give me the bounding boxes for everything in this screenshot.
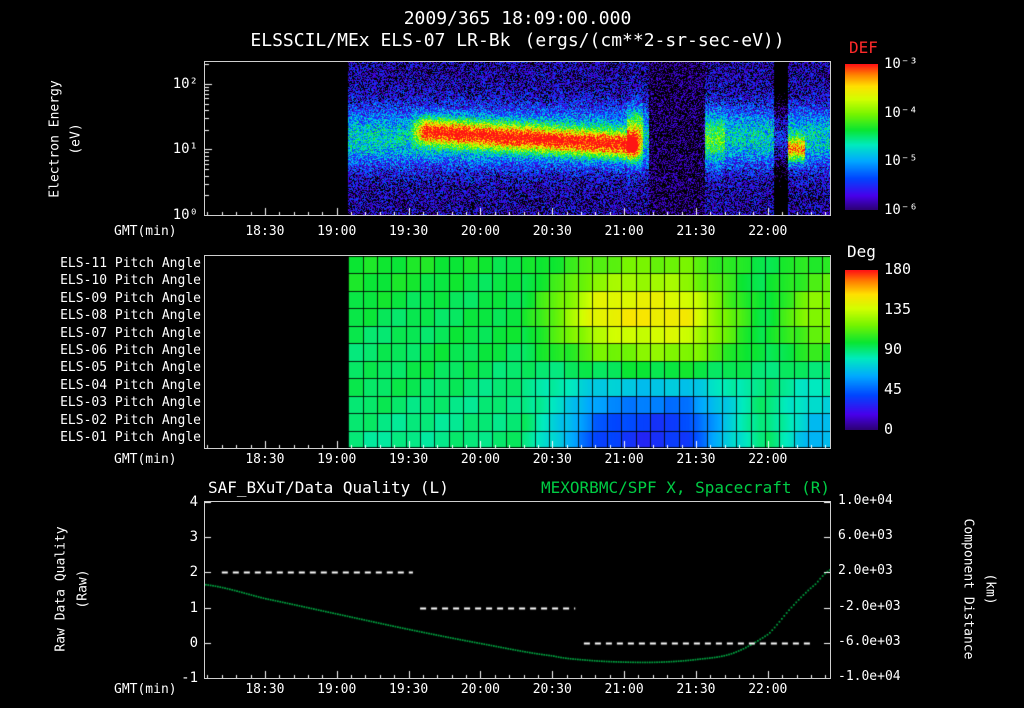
x-tick-label: 20:00: [460, 452, 500, 467]
x-tick-label: 20:00: [460, 224, 500, 239]
pitch-row-label: ELS-09 Pitch Angle: [60, 291, 201, 306]
x-tick-label: 21:30: [676, 224, 716, 239]
x-tick-label: 22:00: [748, 682, 788, 697]
spacecraft-panel-title: MEXORBMC/SPF X, Spacecraft (R): [541, 478, 830, 497]
quality-distance-plot: [204, 501, 831, 679]
pitch-row-label: ELS-08 Pitch Angle: [60, 308, 201, 323]
distance-tick-label: -2.0e+03: [838, 599, 901, 614]
x-tick-label: 19:30: [389, 452, 429, 467]
x-axis-caption-1: GMT(min): [114, 224, 177, 239]
x-tick-label: 20:30: [532, 452, 572, 467]
x-tick-label: 22:00: [748, 224, 788, 239]
def-colorbar-tick-label: 10⁻⁵: [884, 153, 918, 169]
flux-units-label: (ergs/(cm**2-sr-sec-eV)): [524, 30, 785, 51]
x-tick-label: 19:30: [389, 682, 429, 697]
quality-tick-label: -1: [181, 670, 198, 686]
pitch-row-label: ELS-06 Pitch Angle: [60, 343, 201, 358]
x-tick-label: 20:30: [532, 682, 572, 697]
instrument-title: ELSSCIL/MEx ELS-07 LR-Bk: [250, 30, 511, 51]
quality-panel-title: SAF_BXuT/Data Quality (L): [208, 478, 449, 497]
x-tick-label: 19:00: [317, 452, 357, 467]
x-tick-label: 21:30: [676, 682, 716, 697]
def-colorbar-tick-label: 10⁻³: [884, 56, 918, 72]
quality-tick-label: 0: [189, 635, 198, 651]
pitch-row-label: ELS-02 Pitch Angle: [60, 413, 201, 428]
energy-axis-units: (eV): [68, 123, 84, 155]
electron-energy-spectrogram: [204, 61, 831, 216]
quality-axis-units: (Raw): [75, 569, 91, 609]
x-tick-label: 18:30: [245, 452, 285, 467]
colorbar-def-title: DEF: [849, 38, 878, 57]
x-tick-label: 21:00: [604, 224, 644, 239]
distance-tick-label: -1.0e+04: [838, 669, 901, 684]
distance-axis-label: Component Distance: [960, 518, 976, 660]
page-title: 2009/365 18:09:00.000: [403, 8, 632, 29]
distance-tick-label: 1.0e+04: [838, 493, 893, 508]
pitch-row-label: ELS-11 Pitch Angle: [60, 256, 201, 271]
pitch-row-label: ELS-01 Pitch Angle: [60, 430, 201, 445]
quality-tick-label: 3: [189, 529, 198, 545]
energy-tick-label: 10⁰: [172, 207, 198, 223]
x-tick-label: 21:30: [676, 452, 716, 467]
deg-colorbar-tick-label: 180: [884, 260, 912, 278]
x-tick-label: 19:30: [389, 224, 429, 239]
quality-tick-label: 1: [189, 600, 198, 616]
x-tick-label: 21:00: [604, 452, 644, 467]
x-tick-label: 19:00: [317, 224, 357, 239]
pitch-angle-heatmap: [204, 255, 831, 449]
deg-colorbar-tick-label: 135: [884, 300, 912, 318]
quality-tick-label: 2: [189, 564, 198, 580]
quality-tick-label: 4: [189, 494, 198, 510]
deg-colorbar-tick-label: 45: [884, 380, 903, 398]
quality-axis-label: Raw Data Quality: [53, 526, 69, 652]
deg-colorbar-tick-label: 90: [884, 340, 903, 358]
x-tick-label: 20:30: [532, 224, 572, 239]
distance-tick-label: 2.0e+03: [838, 563, 893, 578]
colorbar-deg-title: Deg: [847, 242, 876, 261]
x-tick-label: 21:00: [604, 682, 644, 697]
x-axis-caption-2: GMT(min): [114, 452, 177, 467]
plot-title: ELSSCIL/MEx ELS-07 LR-Bk (ergs/(cm**2-sr-…: [205, 30, 830, 52]
distance-tick-label: -6.0e+03: [838, 634, 901, 649]
def-colorbar-tick-label: 10⁻⁶: [884, 202, 918, 218]
x-tick-label: 19:00: [317, 682, 357, 697]
energy-tick-label: 10²: [172, 76, 198, 92]
pitch-row-label: ELS-10 Pitch Angle: [60, 273, 201, 288]
x-tick-label: 18:30: [245, 682, 285, 697]
x-tick-label: 22:00: [748, 452, 788, 467]
distance-axis-units: (km): [982, 573, 998, 605]
distance-tick-label: 6.0e+03: [838, 528, 893, 543]
energy-axis-label: Electron Energy: [47, 80, 63, 198]
x-tick-label: 20:00: [460, 682, 500, 697]
pitch-row-label: ELS-03 Pitch Angle: [60, 395, 201, 410]
pitch-row-label: ELS-07 Pitch Angle: [60, 326, 201, 341]
x-axis-caption-3: GMT(min): [114, 682, 177, 697]
deg-colorbar-tick-label: 0: [884, 420, 894, 438]
def-colorbar-tick-label: 10⁻⁴: [884, 105, 918, 121]
energy-tick-label: 10¹: [172, 141, 198, 157]
x-tick-label: 18:30: [245, 224, 285, 239]
deg-colorbar: [845, 270, 878, 430]
pitch-row-label: ELS-05 Pitch Angle: [60, 360, 201, 375]
def-colorbar: [845, 64, 878, 210]
pitch-row-label: ELS-04 Pitch Angle: [60, 378, 201, 393]
